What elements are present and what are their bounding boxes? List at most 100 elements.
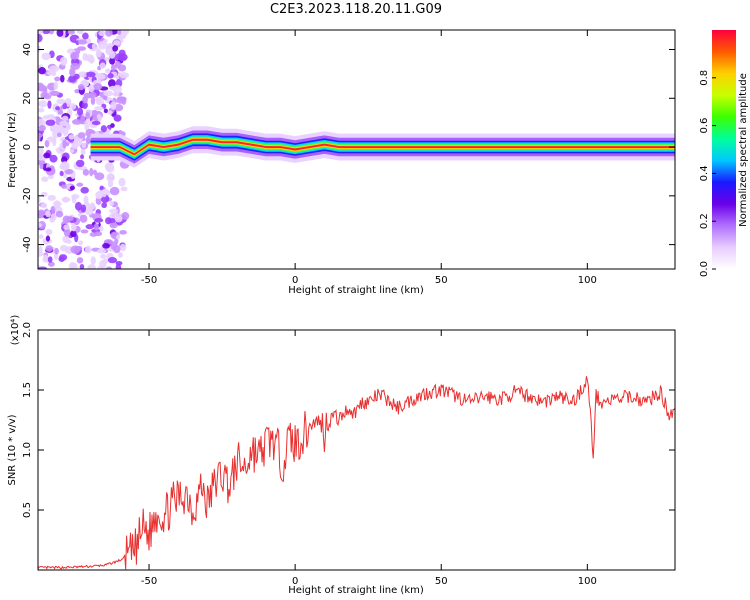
noise-blob [44,139,50,148]
noise-blob [59,170,64,177]
noise-blob [91,120,101,126]
noise-blob [99,259,107,269]
noise-blob [54,247,59,255]
noise-blob [117,251,123,258]
noise-blob [76,246,83,251]
snr-series-line [38,376,675,570]
noise-blob [95,191,104,200]
noise-blob [45,245,54,252]
noise-blob [38,45,41,53]
noise-blob [38,107,45,113]
noise-blob [42,30,51,35]
noise-blob [38,196,41,204]
noise-blob [119,230,127,235]
noise-blob [94,97,104,103]
noise-blob [116,35,126,40]
noise-blob [80,148,86,156]
noise-blob [107,110,113,116]
noise-blob [38,222,43,228]
noise-blob [56,30,64,37]
noise-blob [94,172,105,181]
noise-blob [90,96,96,105]
y-tick-label: -20 [22,188,33,204]
noise-blob [61,196,71,203]
spectrogram-panel: -50 0 50 100 -40 -20 0 20 40 Height of straight … [7,29,676,296]
noise-blob [94,231,103,237]
noise-blob [107,257,118,264]
noise-blob [73,73,80,80]
noise-blob [112,45,119,52]
noise-blob [84,245,92,254]
noise-blob [38,67,46,75]
noise-blob [59,254,68,261]
noise-blob [81,101,88,109]
noise-blob [38,100,48,108]
noise-blob [81,142,87,149]
x-tick-label: -50 [141,275,157,286]
noise-blob [42,254,48,262]
noise-blob [77,132,86,139]
noise-blob [121,212,130,220]
noise-blob [92,169,98,176]
noise-blob [104,162,114,171]
colorbar-tick-label: 0.4 [699,165,710,181]
noise-blob [59,56,68,66]
noise-blob [39,125,46,132]
noise-blob [109,222,118,229]
noise-blob [75,159,85,168]
spectrogram-image [38,30,675,269]
colorbar-tick-label: 0.6 [699,118,710,134]
noise-blob [55,106,61,111]
noise-blob [38,30,43,35]
noise-blob [47,256,53,263]
noise-blob [69,185,75,191]
noise-blob [49,154,58,163]
noise-blob [109,57,116,65]
noise-blob [99,185,104,190]
noise-blob [47,194,56,201]
noise-blob [80,154,85,160]
noise-blob [93,223,100,231]
noise-blob [78,240,84,246]
noise-blob [38,159,46,166]
noise-blob [74,88,80,94]
noise-blob [49,65,60,73]
noise-blob [42,88,48,94]
noise-blob [45,119,56,126]
noise-blob [60,161,70,171]
noise-blob [76,46,87,51]
noise-blob [85,136,91,145]
noise-blob [45,235,51,242]
noise-blob [62,139,67,149]
noise-blob [117,56,127,61]
noise-blob [89,55,94,64]
noise-blob [70,262,78,269]
noise-blob [114,215,123,223]
noise-blob [94,106,104,111]
noise-blob [68,134,75,140]
noise-blob [56,132,62,138]
noise-blob [90,256,96,266]
y-tick-label: 1.5 [22,382,33,398]
noise-blob [45,167,52,172]
y-tick-label: -40 [22,236,33,252]
noise-blob [70,223,77,232]
noise-blob [103,90,114,97]
noise-blob [61,184,67,189]
noise-blob [109,208,119,214]
colorbar: 0.0 0.2 0.4 0.6 0.8 Normalized spectral ampl… [699,30,749,277]
y-tick-label: 2.0 [22,322,33,338]
y-tick-label: 0 [22,144,33,150]
noise-blob [63,227,71,237]
noise-blob [109,85,118,91]
noise-blob [101,193,107,198]
noise-blob [80,204,87,213]
noise-blob [76,30,84,35]
noise-blob [76,182,84,187]
noise-blob [50,212,57,221]
noise-blob [80,186,89,194]
noise-blob [109,186,120,196]
y-tick-label: 0.5 [22,502,33,518]
noise-blob [105,68,111,74]
noise-blob [69,103,77,110]
